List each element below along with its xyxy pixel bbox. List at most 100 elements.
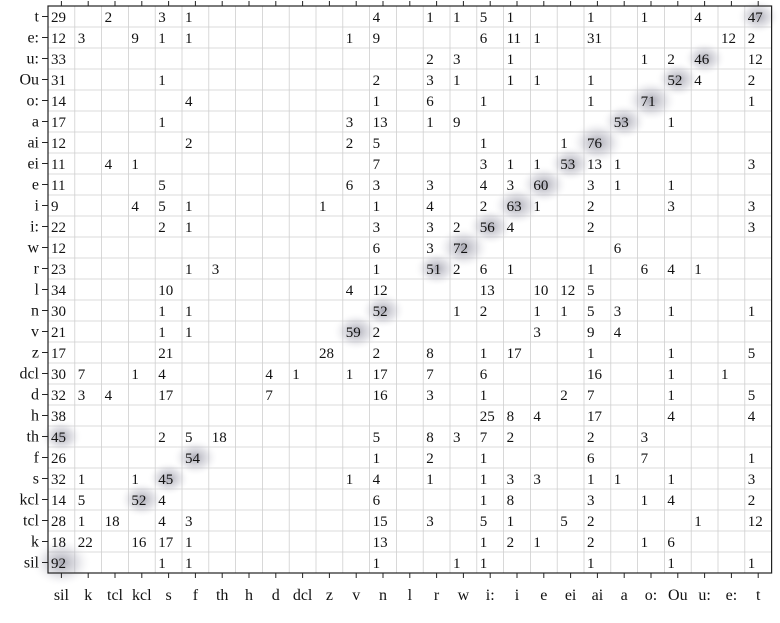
cell-value-i-kcl: 4 xyxy=(131,199,139,215)
cell-value-l-ai: 5 xyxy=(587,283,595,299)
cell-value-tcl-r: 3 xyxy=(426,514,434,530)
cell-value-e:-kcl: 9 xyxy=(131,31,139,47)
cell-value-dcl-d: 4 xyxy=(265,367,273,383)
y-label-Ou: Ou xyxy=(19,72,39,89)
y-label-f: f xyxy=(34,450,40,467)
x-label-kcl: kcl xyxy=(132,587,152,604)
cell-value-o:-n: 1 xyxy=(373,94,381,110)
cell-value-e-e: 60 xyxy=(533,178,548,194)
x-label-th: th xyxy=(216,587,228,604)
cell-value-n-ei: 1 xyxy=(560,304,568,320)
x-label-ei: ei xyxy=(565,587,577,604)
cell-value-kcl-ai: 3 xyxy=(587,493,595,509)
cell-value-i-s: 5 xyxy=(158,199,166,215)
cell-value-dcl-s: 4 xyxy=(158,367,166,383)
cell-value-i-i:: 2 xyxy=(480,199,488,215)
cell-value-th-i: 2 xyxy=(507,430,514,446)
y-label-ei: ei xyxy=(27,156,39,173)
cell-value-d-r: 3 xyxy=(426,388,434,404)
cell-value-ai-i:: 1 xyxy=(480,136,488,152)
cell-value-e:-i: 11 xyxy=(507,31,521,47)
cell-value-z-Ou: 1 xyxy=(667,346,675,362)
cell-value-z-sil: 17 xyxy=(51,346,67,362)
cell-value-e:-ai: 31 xyxy=(587,31,602,47)
cell-value-u:-w: 3 xyxy=(453,52,461,68)
diagonal-shade-r-r xyxy=(413,250,460,287)
x-label-ai: ai xyxy=(592,587,604,604)
cell-value-k-e: 1 xyxy=(533,535,541,551)
cell-value-i:-w: 2 xyxy=(453,220,461,236)
cell-value-e:-i:: 6 xyxy=(480,31,488,47)
cell-value-d-s: 17 xyxy=(158,388,174,404)
grid-lines xyxy=(48,6,772,573)
cell-value-k-s: 17 xyxy=(158,535,174,551)
cell-value-k-i: 2 xyxy=(507,535,514,551)
cell-value-r-sil: 23 xyxy=(51,262,66,278)
cell-value-tcl-t: 12 xyxy=(748,514,763,530)
cell-value-th-s: 2 xyxy=(158,430,166,446)
cell-value-tcl-n: 15 xyxy=(373,514,388,530)
cell-value-o:-t: 1 xyxy=(748,94,756,110)
y-label-e: e xyxy=(32,177,39,194)
cell-value-t-w: 1 xyxy=(453,10,461,26)
cell-value-e-a: 1 xyxy=(614,178,622,194)
cell-value-o:-r: 6 xyxy=(426,94,434,110)
cell-value-f-r: 2 xyxy=(426,451,434,467)
cell-value-tcl-k: 1 xyxy=(78,514,86,530)
cell-value-s-t: 3 xyxy=(748,472,756,488)
cell-value-s-n: 4 xyxy=(373,472,381,488)
cell-value-l-i:: 13 xyxy=(480,283,495,299)
cell-value-e-v: 6 xyxy=(346,178,354,194)
cell-value-a-Ou: 1 xyxy=(667,115,675,131)
diagonal-shade-t-t xyxy=(736,0,780,35)
cell-value-th-r: 8 xyxy=(426,430,434,446)
cell-value-ei-tcl: 4 xyxy=(105,157,113,173)
cell-value-a-w: 9 xyxy=(453,115,461,131)
cell-value-s-Ou: 1 xyxy=(667,472,675,488)
x-label-Ou: Ou xyxy=(668,587,688,604)
cell-value-ei-ai: 13 xyxy=(587,157,602,173)
x-label-i:: i: xyxy=(486,587,495,604)
cell-value-t-i:: 5 xyxy=(480,10,488,26)
cell-value-ai-ei: 1 xyxy=(560,136,568,152)
cell-value-Ou-ai: 1 xyxy=(587,73,595,89)
cell-value-z-n: 2 xyxy=(373,346,381,362)
cell-value-r-i: 1 xyxy=(507,262,514,278)
cell-value-o:-ai: 1 xyxy=(587,94,595,110)
cell-value-f-n: 1 xyxy=(373,451,381,467)
cell-value-l-n: 12 xyxy=(373,283,388,299)
y-label-s: s xyxy=(33,471,39,488)
cell-value-th-ai: 2 xyxy=(587,430,595,446)
cell-value-z-i: 17 xyxy=(507,346,522,362)
cell-value-i:-s: 2 xyxy=(158,220,166,236)
cell-value-Ou-Ou: 52 xyxy=(667,73,682,89)
cell-value-t-tcl: 2 xyxy=(105,10,113,26)
y-label-o:: o: xyxy=(27,93,39,110)
cell-value-n-ai: 5 xyxy=(587,304,595,320)
cell-value-u:-i: 1 xyxy=(507,52,514,68)
cell-value-d-i:: 1 xyxy=(480,388,488,404)
cell-value-th-th: 18 xyxy=(212,430,227,446)
cell-value-v-f: 1 xyxy=(185,325,193,341)
cell-value-o:-sil: 14 xyxy=(51,94,67,110)
y-label-n: n xyxy=(31,303,39,320)
y-label-a: a xyxy=(32,114,39,131)
y-label-l: l xyxy=(35,282,40,299)
cell-value-e:-s: 1 xyxy=(158,31,166,47)
cell-value-e-ai: 3 xyxy=(587,178,595,194)
y-label-t: t xyxy=(35,9,40,26)
cell-value-i:-i:: 56 xyxy=(480,220,496,236)
cell-value-ei-ei: 53 xyxy=(560,157,575,173)
x-label-o:: o: xyxy=(645,587,657,604)
cell-value-sil-i:: 1 xyxy=(480,556,488,572)
cell-value-d-k: 3 xyxy=(78,388,86,404)
x-label-v: v xyxy=(352,587,360,604)
cell-value-kcl-sil: 14 xyxy=(51,493,67,509)
cell-value-f-i:: 1 xyxy=(480,451,488,467)
cell-value-e:-t: 2 xyxy=(748,31,756,47)
cell-value-sil-Ou: 1 xyxy=(667,556,675,572)
cell-value-tcl-s: 4 xyxy=(158,514,166,530)
cell-value-d-ai: 7 xyxy=(587,388,595,404)
x-label-u:: u: xyxy=(698,587,710,604)
